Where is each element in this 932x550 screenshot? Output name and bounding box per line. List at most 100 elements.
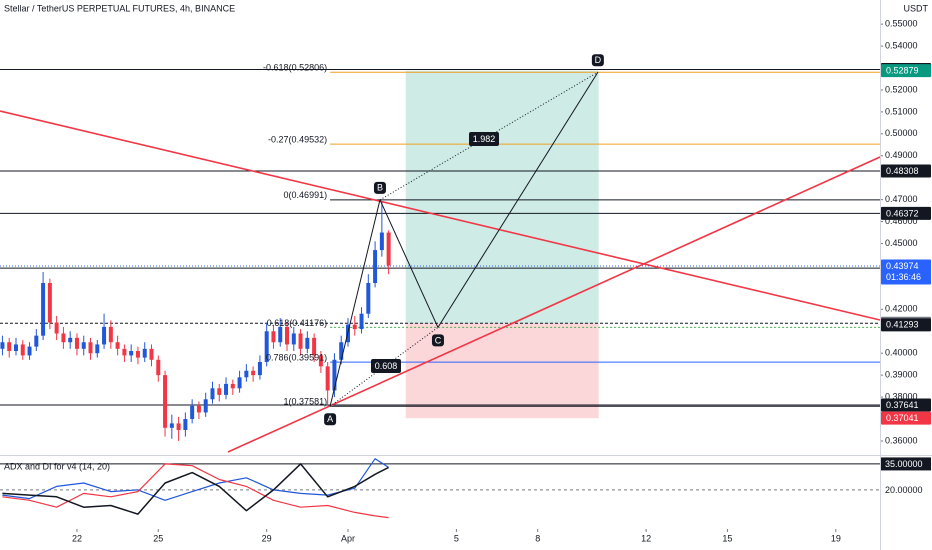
candle-body bbox=[149, 348, 154, 360]
candle-body bbox=[339, 342, 344, 360]
candle-body bbox=[203, 399, 208, 413]
candle-body bbox=[81, 342, 86, 349]
price-tag-label: 0.37041 bbox=[886, 413, 919, 423]
candle-body bbox=[88, 342, 93, 354]
candle-body bbox=[183, 419, 188, 430]
chart-title: Stellar / TetherUS PERPETUAL FUTURES, 4h… bbox=[4, 3, 235, 13]
candle-body bbox=[257, 361, 262, 376]
candle-body bbox=[20, 344, 25, 356]
x-tick-label: 5 bbox=[454, 533, 459, 543]
candle-body bbox=[169, 423, 174, 428]
candle-body bbox=[264, 331, 269, 362]
overlay-layer: A B C D 1.982 0.608 bbox=[324, 54, 604, 426]
pattern-point-box bbox=[591, 54, 604, 67]
candle-body bbox=[13, 344, 18, 352]
pattern-point-label: C bbox=[435, 335, 442, 345]
y-tick-label: 0.45000 bbox=[885, 238, 918, 248]
candle-body bbox=[379, 232, 384, 251]
y-tick-label: 0.39000 bbox=[885, 370, 918, 380]
last-price-label: 0.43974 bbox=[886, 261, 919, 271]
x-tick-label: 15 bbox=[722, 533, 732, 543]
y-tick-label: 0.40000 bbox=[885, 348, 918, 358]
pattern-point-label: D bbox=[595, 55, 602, 65]
pattern-point-label: A bbox=[327, 414, 333, 424]
candle-body bbox=[373, 250, 378, 284]
candle-body bbox=[7, 342, 12, 352]
ratio-box bbox=[469, 132, 499, 146]
candle-body bbox=[244, 370, 249, 378]
candle-body bbox=[41, 283, 46, 336]
fib-label: 0.618(0.41176) bbox=[267, 318, 327, 328]
candle-body bbox=[108, 326, 113, 343]
indicator-level-label: 35.00000 bbox=[885, 459, 923, 469]
candle-body bbox=[190, 405, 195, 420]
y-tick-label: 0.38000 bbox=[885, 391, 918, 401]
countdown: 01:36:46 bbox=[886, 272, 921, 282]
price-tag-label: 0.41293 bbox=[886, 320, 919, 330]
candle-body bbox=[0, 342, 5, 349]
price-tag bbox=[881, 259, 931, 285]
candle-body bbox=[291, 333, 296, 345]
trend-line bbox=[227, 156, 881, 453]
price-tag-label: 0.37641 bbox=[886, 400, 919, 410]
candle-body bbox=[129, 351, 134, 356]
x-tick-label: 29 bbox=[262, 533, 272, 543]
y-tick-label: 0.54000 bbox=[885, 40, 918, 50]
indicator-line bbox=[2, 463, 389, 519]
price-tag bbox=[881, 64, 931, 78]
candle-body bbox=[156, 359, 161, 376]
candle-body bbox=[102, 326, 107, 345]
price-tag-label: 0.48308 bbox=[886, 166, 919, 176]
pattern-point-box bbox=[373, 181, 386, 194]
candle-body bbox=[359, 313, 364, 330]
x-tick-label: 22 bbox=[72, 533, 82, 543]
ratio-box bbox=[371, 359, 401, 373]
indicator-line bbox=[2, 463, 389, 515]
ratio-label: 0.608 bbox=[375, 361, 398, 371]
candle-body bbox=[68, 337, 73, 343]
pattern-leg bbox=[379, 199, 439, 328]
profit-zone bbox=[405, 70, 599, 324]
x-tick-label: 25 bbox=[153, 533, 163, 543]
y-tick-label: 0.42000 bbox=[885, 304, 918, 314]
indicator-tag bbox=[881, 457, 931, 471]
candle-body bbox=[298, 333, 303, 349]
candle-body bbox=[318, 355, 323, 367]
candle-body bbox=[47, 283, 52, 323]
candle-body bbox=[312, 337, 317, 356]
price-tag bbox=[881, 206, 931, 220]
candle-body bbox=[34, 335, 39, 347]
candle-body bbox=[210, 388, 215, 400]
x-tick-label: 8 bbox=[535, 533, 540, 543]
candle-body bbox=[352, 324, 357, 330]
y-tick-label: 0.50000 bbox=[885, 128, 918, 138]
candle-body bbox=[237, 377, 242, 389]
candle-body bbox=[230, 383, 235, 389]
price-tag bbox=[881, 398, 931, 412]
candle-body bbox=[386, 232, 391, 266]
pattern-point-label: B bbox=[377, 183, 383, 193]
candle-body bbox=[54, 322, 59, 334]
candle-body bbox=[176, 423, 181, 430]
candle-body bbox=[224, 383, 229, 395]
candle-body bbox=[115, 342, 120, 349]
candle-body bbox=[122, 348, 127, 356]
y-tick-label: 0.55000 bbox=[885, 19, 918, 29]
candle-body bbox=[271, 331, 276, 343]
y-tick-label: 0.46000 bbox=[885, 216, 918, 226]
x-tick-label: 19 bbox=[831, 533, 841, 543]
candle-body bbox=[135, 351, 140, 358]
y-tick-label: 0.52000 bbox=[885, 84, 918, 94]
trend-line bbox=[0, 110, 881, 321]
candle-body bbox=[142, 348, 147, 358]
price-tag bbox=[881, 164, 931, 178]
candle-body bbox=[95, 344, 100, 354]
price-tag bbox=[881, 411, 931, 425]
price-tag-label: 0.46372 bbox=[886, 208, 919, 218]
price-tag bbox=[881, 318, 931, 332]
candle-body bbox=[332, 359, 337, 391]
fib-label: -0.618(0.52806) bbox=[263, 63, 327, 73]
price-tag-label: 0.52879 bbox=[886, 66, 919, 76]
candle-body bbox=[285, 326, 290, 345]
